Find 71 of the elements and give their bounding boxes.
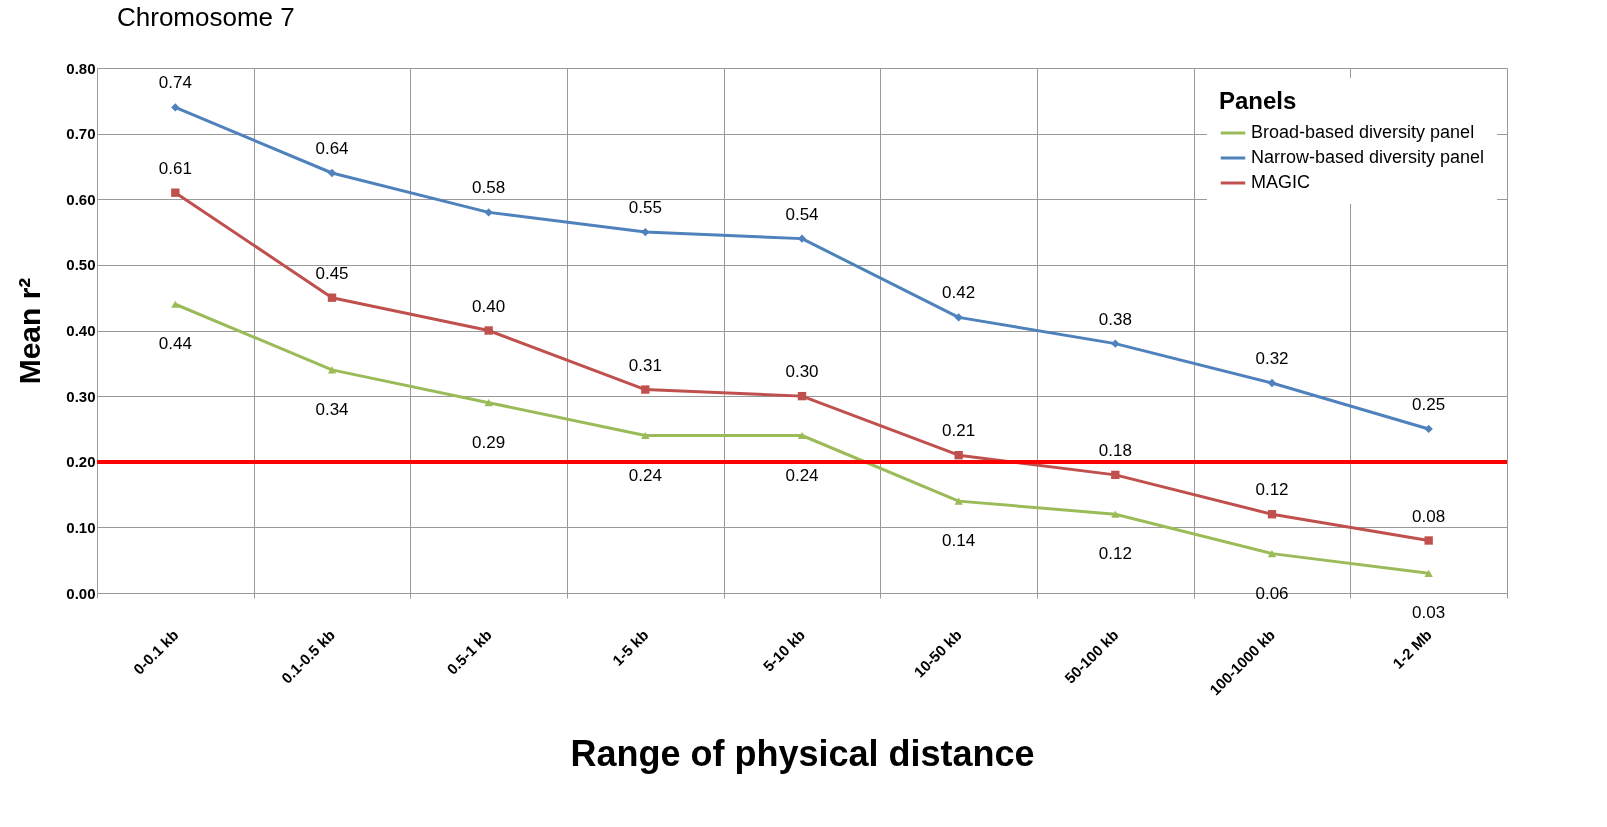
point: [171, 103, 180, 112]
point: [484, 208, 493, 217]
point: [1111, 470, 1120, 480]
point: [954, 497, 963, 505]
legend-label: MAGIC: [1251, 172, 1311, 192]
point: [797, 234, 807, 243]
data-label: 0.38: [1098, 309, 1132, 329]
point: [171, 188, 180, 197]
data-label: 0.54: [785, 204, 819, 224]
data-label: 0.12: [1255, 480, 1289, 500]
point: [797, 431, 807, 440]
point: [797, 391, 807, 401]
data-label: 0.44: [158, 334, 192, 354]
data-label: 0.74: [158, 73, 192, 93]
point: [484, 326, 493, 335]
y-tick-label: 0.30: [66, 387, 96, 405]
data-label: 0.18: [1098, 440, 1132, 460]
x-tick-label: 1-5 kb: [608, 626, 652, 669]
x-axis-title: Range of physical distance: [570, 733, 1035, 775]
point: [484, 399, 493, 407]
data-label: 0.29: [472, 432, 506, 452]
point: [1267, 378, 1277, 388]
data-label: 0.24: [628, 465, 662, 485]
point: [1267, 550, 1277, 558]
point: [954, 451, 963, 460]
point: [1111, 339, 1120, 348]
point: [1424, 424, 1433, 434]
data-label: 0.06: [1255, 583, 1289, 603]
y-axis-title: Mean r²: [13, 277, 47, 385]
point: [1424, 569, 1433, 577]
point: [641, 431, 650, 440]
point: [1111, 510, 1120, 518]
y-tick-label: 0.60: [66, 190, 96, 208]
x-tick-label: 1-2 Mb: [1389, 626, 1435, 672]
y-tick-label: 0.10: [66, 518, 96, 536]
point: [641, 385, 650, 394]
data-label: 0.32: [1255, 349, 1289, 368]
legend-title: Panels: [1219, 87, 1297, 114]
data-label: 0.55: [628, 198, 662, 218]
y-tick-label: 0.40: [66, 322, 96, 339]
data-label: 0.12: [1098, 544, 1132, 564]
data-label: 0.08: [1412, 506, 1446, 526]
point: [327, 293, 337, 302]
y-tick-label: 0.50: [66, 256, 96, 274]
y-tick-label: 0.80: [66, 59, 96, 77]
data-label: 0.45: [315, 263, 349, 283]
y-tick-label: 0.20: [66, 453, 96, 471]
point: [327, 168, 337, 178]
legend-label: Narrow-based diversity panel: [1251, 147, 1485, 167]
data-label: 0.61: [158, 158, 192, 178]
data-label: 0.34: [315, 399, 349, 419]
y-tick-label: 0.70: [66, 125, 96, 143]
data-label: 0.30: [785, 362, 819, 382]
point: [171, 300, 180, 308]
data-label: 0.21: [942, 421, 976, 441]
data-label: 0.64: [315, 139, 349, 158]
y-tick-label: 0.00: [66, 584, 96, 602]
data-label: 0.14: [942, 531, 976, 551]
data-label: 0.42: [942, 283, 976, 303]
point: [954, 313, 963, 322]
point: [641, 227, 650, 237]
data-label: 0.24: [785, 465, 819, 485]
legend-label: Broad-based diversity panel: [1251, 122, 1475, 142]
data-label: 0.03: [1412, 603, 1446, 623]
data-label: 0.58: [472, 178, 506, 198]
data-label: 0.25: [1412, 394, 1446, 414]
point: [1424, 536, 1433, 545]
data-label: 0.40: [472, 296, 506, 316]
chart-title: Chromosome 7: [117, 2, 295, 32]
point: [1267, 510, 1277, 519]
data-label: 0.31: [628, 355, 662, 375]
